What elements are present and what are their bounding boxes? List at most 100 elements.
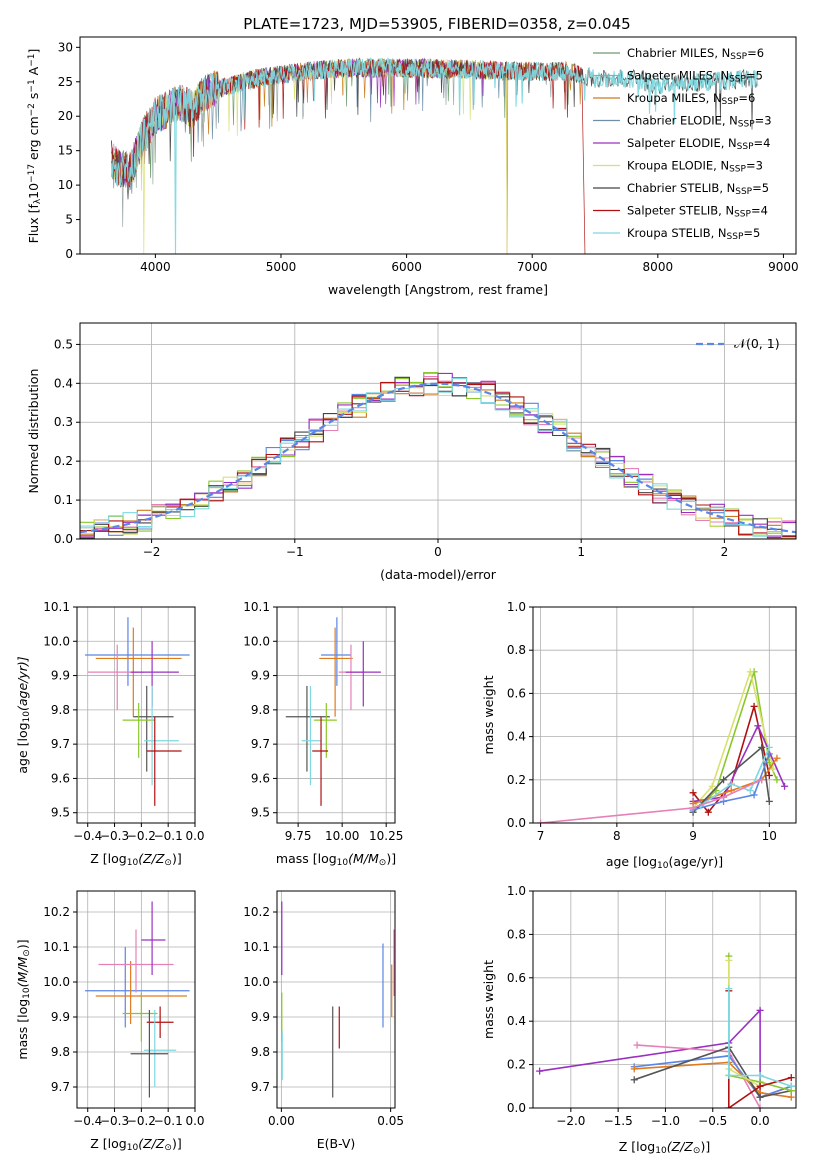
y-axis-label: Normed distribution <box>26 369 41 494</box>
label-part: SSP <box>734 210 751 220</box>
tick-label-y: 9.6 <box>251 771 270 785</box>
y-axis-label: mass weight <box>481 675 496 754</box>
normal-curve <box>80 382 796 534</box>
tick-label-y: 9.7 <box>251 1080 270 1094</box>
label-part: =6 <box>747 46 764 60</box>
tick-label-y: 0.4 <box>54 376 73 390</box>
tick-label-y: 9.9 <box>51 669 70 683</box>
histogram-series <box>80 381 796 537</box>
label-part: Salpeter STELIB, N <box>627 204 734 218</box>
tick-label-x: 0.0 <box>185 1114 204 1128</box>
tick-label-x: 0.0 <box>751 1114 770 1128</box>
legend-entry: Chabrier STELIB, NSSP=5 <box>627 181 769 197</box>
weight-series-line <box>692 753 771 811</box>
tick-label-x: 5000 <box>266 260 297 274</box>
label-part: A <box>26 66 41 79</box>
tick-label-x: −2.0 <box>556 1114 585 1128</box>
tick-label-x: 10.25 <box>369 829 403 843</box>
tick-label-x: −1.5 <box>604 1114 633 1128</box>
label-part: mass [log <box>276 851 337 866</box>
tick-label-y: 10 <box>58 178 73 192</box>
tick-label-x: 0.0 <box>185 829 204 843</box>
label-part: =3 <box>746 159 763 173</box>
tick-label-y: 5 <box>65 213 73 227</box>
plot-area <box>80 371 796 539</box>
plot-area <box>85 617 190 806</box>
label-part: SSP <box>738 120 755 130</box>
label-part: (age/yr)] <box>15 656 30 711</box>
tick-label-y: 0.4 <box>507 730 526 744</box>
panel-residuals: −2 −1 0 1 2 0.0 0.1 0.2 0.3 0.4 0.5 𝒩(0, 1) (data-mo… <box>26 322 797 582</box>
axes-frame <box>79 36 797 255</box>
tick-label-x: −0.2 <box>127 829 156 843</box>
histogram-series <box>80 378 796 539</box>
label-part: SSP <box>737 142 754 152</box>
tick-label-y: 10.1 <box>243 600 270 614</box>
label-part: )] <box>15 939 30 949</box>
axes-frame <box>276 890 396 1109</box>
label-part: mass [log <box>15 999 30 1060</box>
tick-label-y: 9.9 <box>251 1010 270 1024</box>
tick-label-y: 9.9 <box>251 669 270 683</box>
x-axis-label: Z [log10(Z/Z⊙)] <box>90 1136 181 1153</box>
legend-entry: Chabrier ELODIE, NSSP=3 <box>627 114 772 130</box>
tick-label-x: 8 <box>613 829 621 843</box>
tick-label-x: −0.4 <box>73 829 102 843</box>
label-part: ⊙ <box>22 949 32 957</box>
tick-label-y: 10.1 <box>243 940 270 954</box>
label-part: 10 <box>337 858 349 868</box>
tick-label-y: 10.2 <box>43 905 70 919</box>
tick-label-y: 9.7 <box>251 737 270 751</box>
tick-label-y: 0.0 <box>507 816 526 830</box>
tick-label-y: 10.1 <box>43 940 70 954</box>
label-part: 10 <box>127 1143 139 1153</box>
plot-area <box>285 617 381 806</box>
label-part: )] <box>386 851 396 866</box>
label-part: =5 <box>746 69 763 83</box>
tick-label-x: 2 <box>721 545 729 559</box>
label-part: )] <box>172 851 182 866</box>
label-part: )] <box>700 1139 710 1154</box>
label-part: ⊙ <box>164 858 172 868</box>
tick-label-x: −0.4 <box>73 1114 102 1128</box>
panel-age_vs_z: −0.4−0.3−0.2−0.1 0.0 9.5 9.6 9.7 9.8 9.9 10.0 10… <box>15 600 205 868</box>
label-part: 10 <box>655 1146 667 1156</box>
plot-area <box>536 952 795 1108</box>
y-axis-label: age [log10(age/yr)] <box>15 656 32 773</box>
legend-entry: Chabrier MILES, NSSP=6 <box>627 46 764 62</box>
label-part: SSP <box>729 75 746 85</box>
tick-label-x: −0.1 <box>154 829 183 843</box>
label-part: (M/M <box>348 851 379 866</box>
tick-label-y: 0.6 <box>507 686 526 700</box>
plot-area <box>85 901 190 1098</box>
tick-label-x: −0.5 <box>698 1114 727 1128</box>
label-part: 10 <box>26 183 41 199</box>
tick-label-x: 0.05 <box>377 1114 404 1128</box>
label-part: Kroupa ELODIE, N <box>627 159 729 173</box>
x-axis-label: age [log10(age/yr)] <box>606 854 723 871</box>
tick-label-y: 10.1 <box>43 600 70 614</box>
label-part: SSP <box>727 232 744 242</box>
tick-label-y: 20 <box>58 109 73 123</box>
label-part: =4 <box>754 136 771 150</box>
tick-label-y: 10.0 <box>243 975 270 989</box>
label-part: −17 <box>27 164 37 183</box>
label-part: =4 <box>751 204 768 218</box>
label-part: =3 <box>755 114 772 128</box>
weight-series-line <box>692 723 786 803</box>
label-part: Chabrier MILES, N <box>627 46 730 60</box>
label-part: Salpeter MILES, N <box>627 69 729 83</box>
label-part: Z [log <box>90 851 126 866</box>
legend-entry: Kroupa MILES, NSSP=6 <box>627 91 755 107</box>
tick-label-x: −2 <box>143 545 161 559</box>
tick-label-y: 10.0 <box>43 634 70 648</box>
label-part: =6 <box>738 91 755 105</box>
label-part: (Z/Z <box>667 1139 694 1154</box>
label-part: (age/yr)] <box>668 854 723 869</box>
tick-label-x: 8000 <box>643 260 674 274</box>
tick-label-x: −1.0 <box>651 1114 680 1128</box>
tick-label-x: −0.3 <box>100 829 129 843</box>
